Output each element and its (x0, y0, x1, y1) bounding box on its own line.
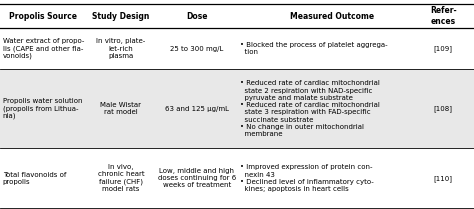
Text: Refer-
ences: Refer- ences (430, 6, 456, 26)
Text: 25 to 300 mg/L: 25 to 300 mg/L (170, 46, 223, 52)
Text: In vitro, plate-
let-rich
plasma: In vitro, plate- let-rich plasma (96, 38, 146, 59)
Text: Total flavonoids of
propolis: Total flavonoids of propolis (3, 172, 66, 185)
Text: In vivo,
chronic heart
failure (CHF)
model rats: In vivo, chronic heart failure (CHF) mod… (98, 164, 144, 192)
Text: Low, middle and high
doses continuing for 6
weeks of treatment: Low, middle and high doses continuing fo… (157, 168, 236, 189)
Text: Study Design: Study Design (92, 12, 150, 21)
Text: Male Wistar
rat model: Male Wistar rat model (100, 102, 141, 115)
Text: [109]: [109] (434, 45, 453, 52)
Bar (0, 4, 474, 28)
Text: [110]: [110] (434, 175, 453, 182)
Text: Propolis Source: Propolis Source (9, 12, 77, 21)
Text: • Improved expression of protein con-
  nexin 43
• Declined level of inflammator: • Improved expression of protein con- ne… (240, 164, 374, 192)
Text: Propolis water solution
(propolis from Lithua-
nia): Propolis water solution (propolis from L… (3, 98, 82, 119)
Text: • Reduced rate of cardiac mitochondrial
  state 2 respiration with NAD-specific
: • Reduced rate of cardiac mitochondrial … (240, 80, 380, 137)
Text: • Blocked the process of platelet aggrega-
  tion: • Blocked the process of platelet aggreg… (240, 42, 387, 55)
Text: [108]: [108] (434, 105, 453, 112)
Text: Measured Outcome: Measured Outcome (290, 12, 374, 21)
Bar (0, 69, 474, 148)
Bar (0, 148, 474, 208)
Text: 63 and 125 μg/mL: 63 and 125 μg/mL (164, 106, 229, 112)
Bar (0, 28, 474, 69)
Text: Dose: Dose (186, 12, 208, 21)
Text: Water extract of propo-
lis (CAPE and other fla-
vonoids): Water extract of propo- lis (CAPE and ot… (3, 38, 84, 59)
